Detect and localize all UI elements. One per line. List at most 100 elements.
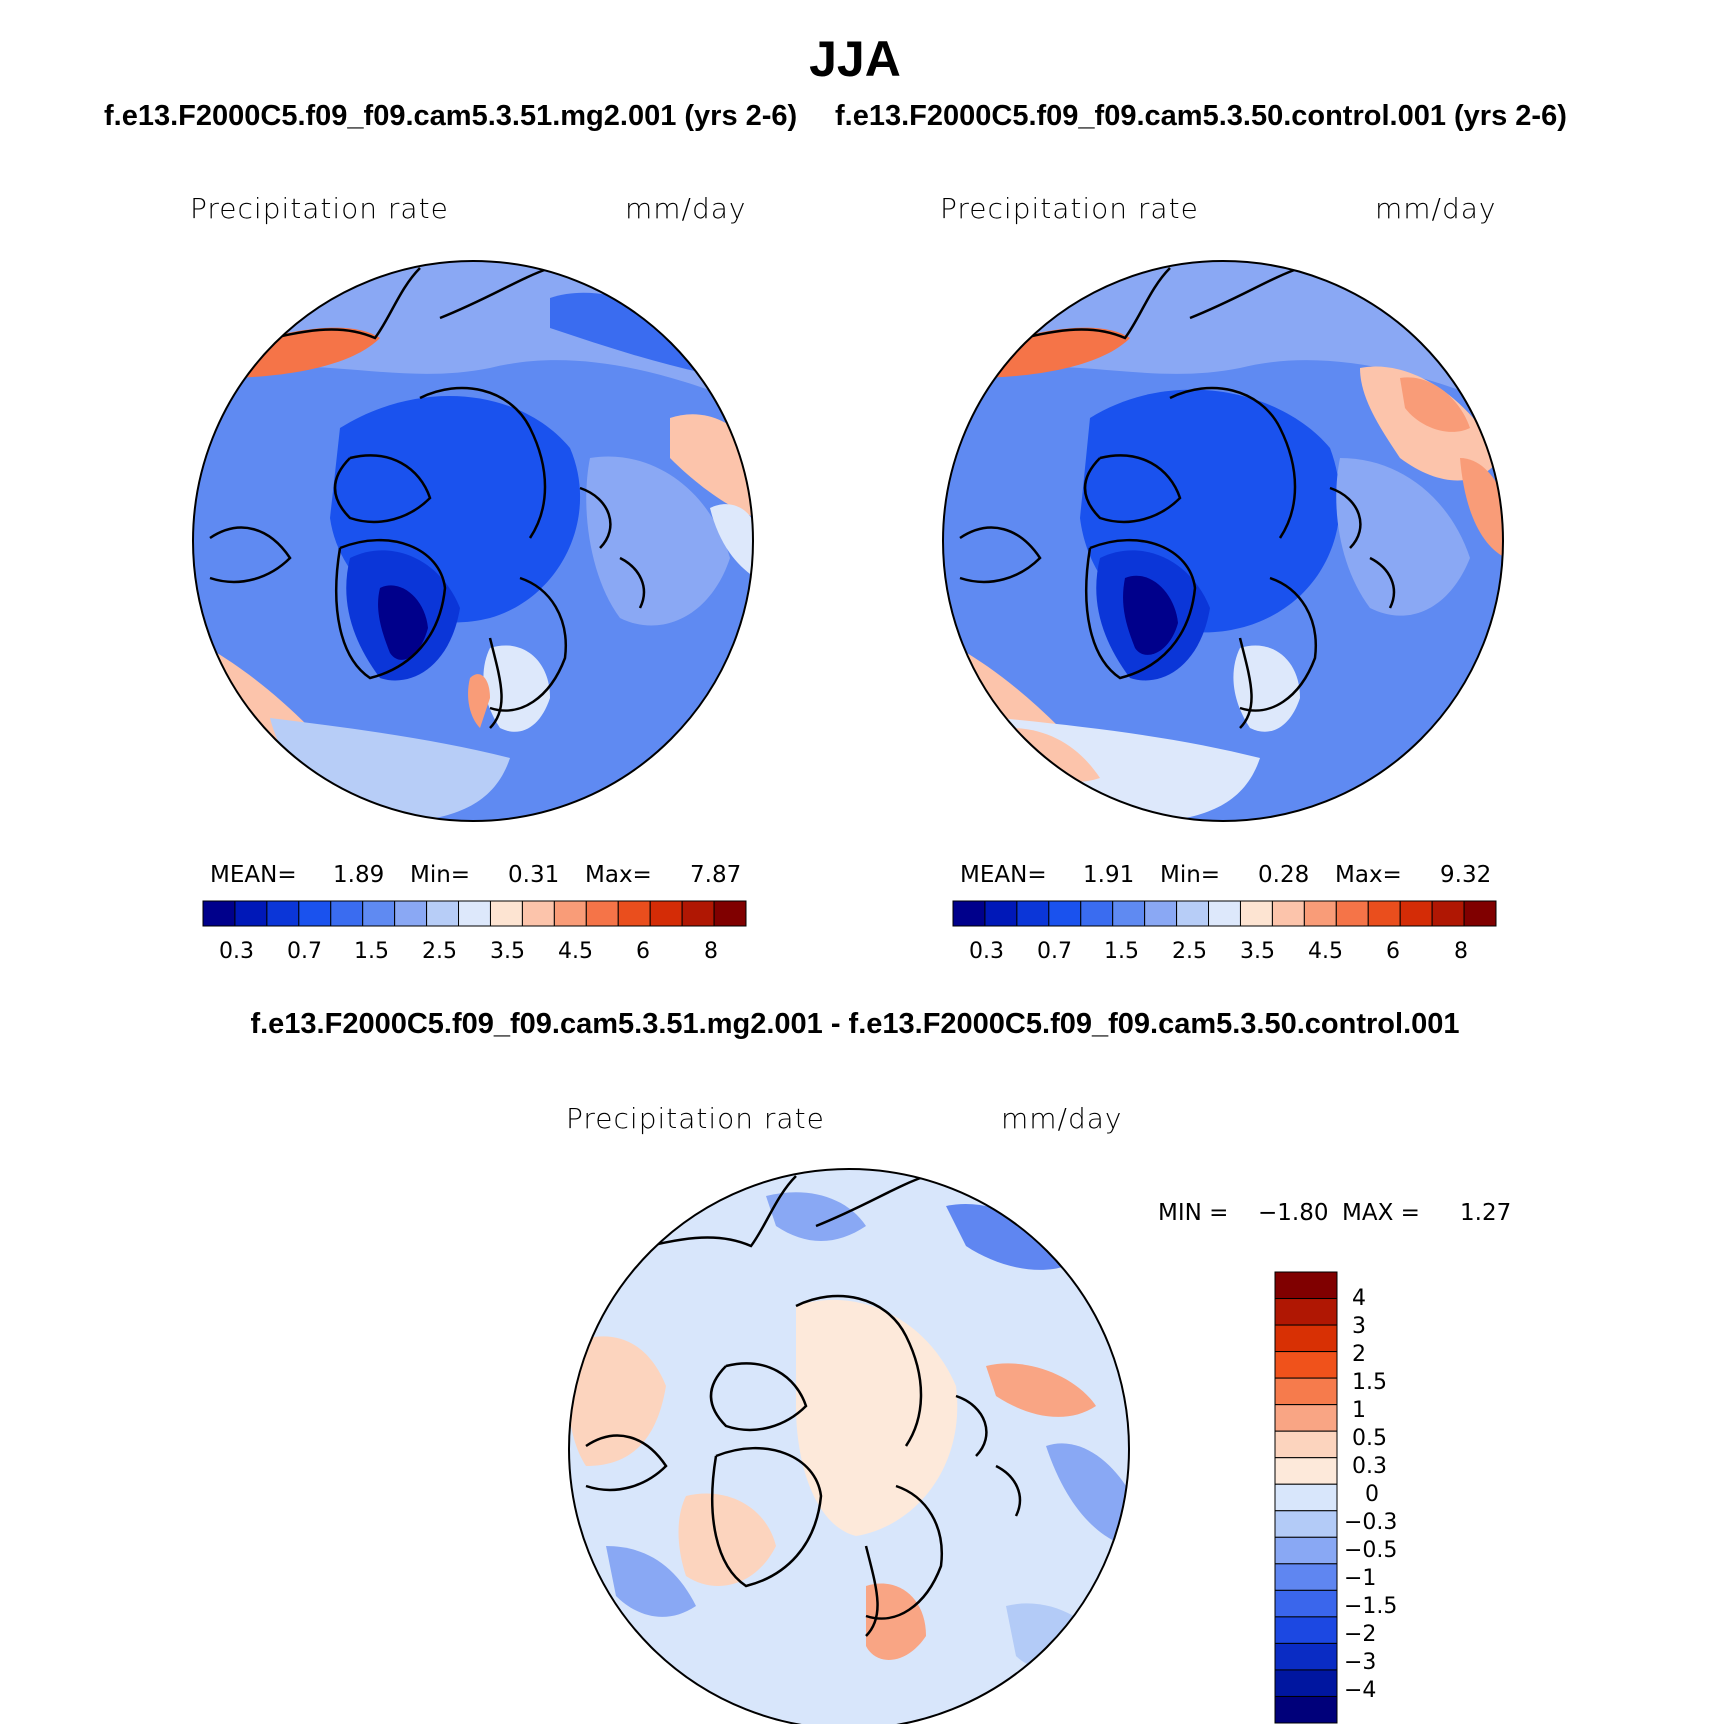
colorbar-cell [234, 900, 268, 927]
colorbar-cell [1274, 1457, 1338, 1485]
colorbar-cell [521, 900, 555, 927]
colorbar-cell [649, 900, 683, 927]
colorbar-cell [1274, 1669, 1338, 1697]
colorbar-cell [1274, 1536, 1338, 1565]
panel2-colorbar-tick: 3.5 [1240, 939, 1275, 964]
diff-colorbar-tick: 2 [1352, 1342, 1366, 1367]
colorbar-cell [585, 900, 619, 927]
panel1-colorbar-tick: 2.5 [422, 939, 457, 964]
diff-colorbar-tick: 0 [1365, 1482, 1379, 1507]
panel2-max-label: Max= [1335, 862, 1402, 888]
panel2-colorbar-tick: 6 [1386, 939, 1400, 964]
panel1-colorbar-cells [202, 900, 747, 927]
colorbar-cell [1303, 900, 1337, 927]
diff-min-value: −1.80 [1258, 1200, 1329, 1226]
colorbar-cell [617, 900, 651, 927]
panel1-colorbar-tick: 3.5 [490, 939, 525, 964]
colorbar-cell [330, 900, 364, 927]
panel2-min-value: 0.28 [1258, 862, 1310, 888]
panel2-colorbar-tick: 4.5 [1308, 939, 1343, 964]
panel2-colorbar-tick: 2.5 [1172, 939, 1207, 964]
panel1-colorbar-tick: 4.5 [558, 939, 593, 964]
difference-title: f.e13.F2000C5.f09_f09.cam5.3.51.mg2.001 … [250, 1008, 1460, 1040]
diff-colorbar-tick: 0.3 [1352, 1454, 1387, 1479]
colorbar-cell [984, 900, 1018, 927]
diff-colorbar-tick: −4 [1344, 1678, 1377, 1703]
colorbar-cell [1274, 1271, 1338, 1300]
colorbar-cell [1274, 1695, 1338, 1724]
colorbar-cell [1367, 900, 1401, 927]
panel1-colorbar-tick: 0.3 [219, 939, 254, 964]
colorbar-cell [1080, 900, 1114, 927]
panel1-colorbar-tick: 6 [636, 939, 650, 964]
case-title-control: f.e13.F2000C5.f09_f09.cam5.3.50.control.… [835, 100, 1567, 132]
diff-min-label: MIN = [1158, 1200, 1229, 1226]
colorbar-cell [1463, 900, 1497, 927]
colorbar-cell [426, 900, 460, 927]
difference-colorbar-cells [1274, 1271, 1338, 1724]
colorbar-cell [458, 900, 491, 927]
colorbar-cell [1274, 1510, 1338, 1538]
colorbar-cell [952, 900, 986, 927]
panel2-variable-label: Precipitation rate [940, 192, 1199, 225]
colorbar-cell [1239, 900, 1273, 927]
panel1-max-label: Max= [585, 862, 652, 888]
colorbar-cell [266, 900, 300, 927]
colorbar-cell [202, 900, 236, 927]
panel1-colorbar [202, 900, 747, 927]
diff-max-label: MAX = [1342, 1200, 1420, 1226]
panel2-min-label: Min= [1160, 862, 1221, 888]
panel2-polar-map [942, 260, 1504, 822]
colorbar-cell [394, 900, 428, 927]
panel2-mean-value: 1.91 [1083, 862, 1135, 888]
diff-variable-label: Precipitation rate [566, 1102, 825, 1135]
diff-max-value: 1.27 [1460, 1200, 1512, 1226]
colorbar-cell [1274, 1377, 1338, 1406]
colorbar-cell [489, 900, 523, 927]
colorbar-cell [1274, 1589, 1338, 1618]
difference-colorbar [1274, 1271, 1338, 1724]
panel1-mean-label: MEAN= [210, 862, 297, 888]
diff-colorbar-tick: 4 [1352, 1286, 1366, 1311]
colorbar-cell [1274, 1563, 1338, 1591]
colorbar-cell [1335, 900, 1369, 927]
panel1-min-label: Min= [410, 862, 471, 888]
colorbar-cell [1274, 1642, 1338, 1671]
panel1-units-label: mm/day [625, 192, 747, 225]
colorbar-cell [1274, 1324, 1338, 1353]
diff-colorbar-tick: −2 [1344, 1622, 1377, 1647]
panel1-polar-map [192, 260, 754, 822]
panel1-colorbar-tick: 8 [704, 939, 718, 964]
colorbar-cell [298, 900, 332, 927]
colorbar-cell [1016, 900, 1050, 927]
panel2-mean-label: MEAN= [960, 862, 1047, 888]
diff-colorbar-tick: −1.5 [1344, 1594, 1398, 1619]
season-title: JJA [809, 31, 901, 87]
panel1-colorbar-tick: 0.7 [287, 939, 322, 964]
panel1-min-value: 0.31 [508, 862, 560, 888]
panel2-colorbar-tick: 0.7 [1037, 939, 1072, 964]
colorbar-cell [362, 900, 396, 927]
panel2-colorbar-tick: 1.5 [1104, 939, 1139, 964]
colorbar-cell [681, 900, 715, 927]
panel2-colorbar-cells [952, 900, 1497, 927]
colorbar-cell [1274, 1483, 1338, 1512]
colorbar-cell [1431, 900, 1465, 927]
diff-colorbar-tick: 1.5 [1352, 1370, 1387, 1395]
panel1-variable-label: Precipitation rate [190, 192, 449, 225]
colorbar-cell [1208, 900, 1241, 927]
colorbar-cell [1274, 1616, 1338, 1644]
colorbar-cell [1274, 1351, 1338, 1379]
panel2-units-label: mm/day [1375, 192, 1497, 225]
diff-colorbar-tick: −3 [1344, 1650, 1377, 1675]
diff-colorbar-tick: 3 [1352, 1314, 1366, 1339]
diff-colorbar-tick: −0.3 [1344, 1510, 1398, 1535]
colorbar-cell [1144, 900, 1178, 927]
colorbar-cell [1274, 1404, 1338, 1432]
panel2-max-value: 9.32 [1440, 862, 1492, 888]
case-title-test: f.e13.F2000C5.f09_f09.cam5.3.51.mg2.001 … [104, 100, 798, 132]
colorbar-cell [713, 900, 747, 927]
colorbar-cell [1048, 900, 1082, 927]
panel2-colorbar [952, 900, 1497, 927]
colorbar-cell [553, 900, 587, 927]
